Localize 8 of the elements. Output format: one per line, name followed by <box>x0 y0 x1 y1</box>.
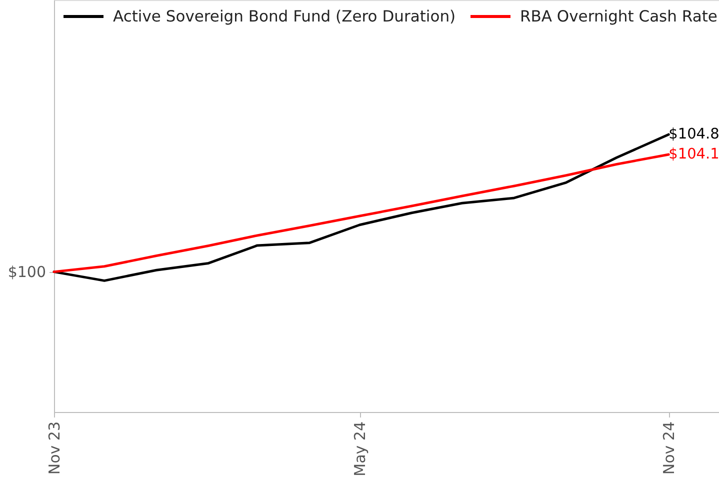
data-label: $104.1 <box>668 146 719 162</box>
x-tick-label: May 24 <box>351 422 370 476</box>
x-tick-label: Nov 24 <box>660 422 678 475</box>
data-label: $104.8 <box>668 126 719 142</box>
legend-label: RBA Overnight Cash Rate <box>520 8 718 26</box>
x-tick-label: Nov 23 <box>46 422 64 475</box>
annotation: $100 <box>8 262 46 281</box>
legend-label: Active Sovereign Bond Fund (Zero Duration) <box>113 8 456 26</box>
